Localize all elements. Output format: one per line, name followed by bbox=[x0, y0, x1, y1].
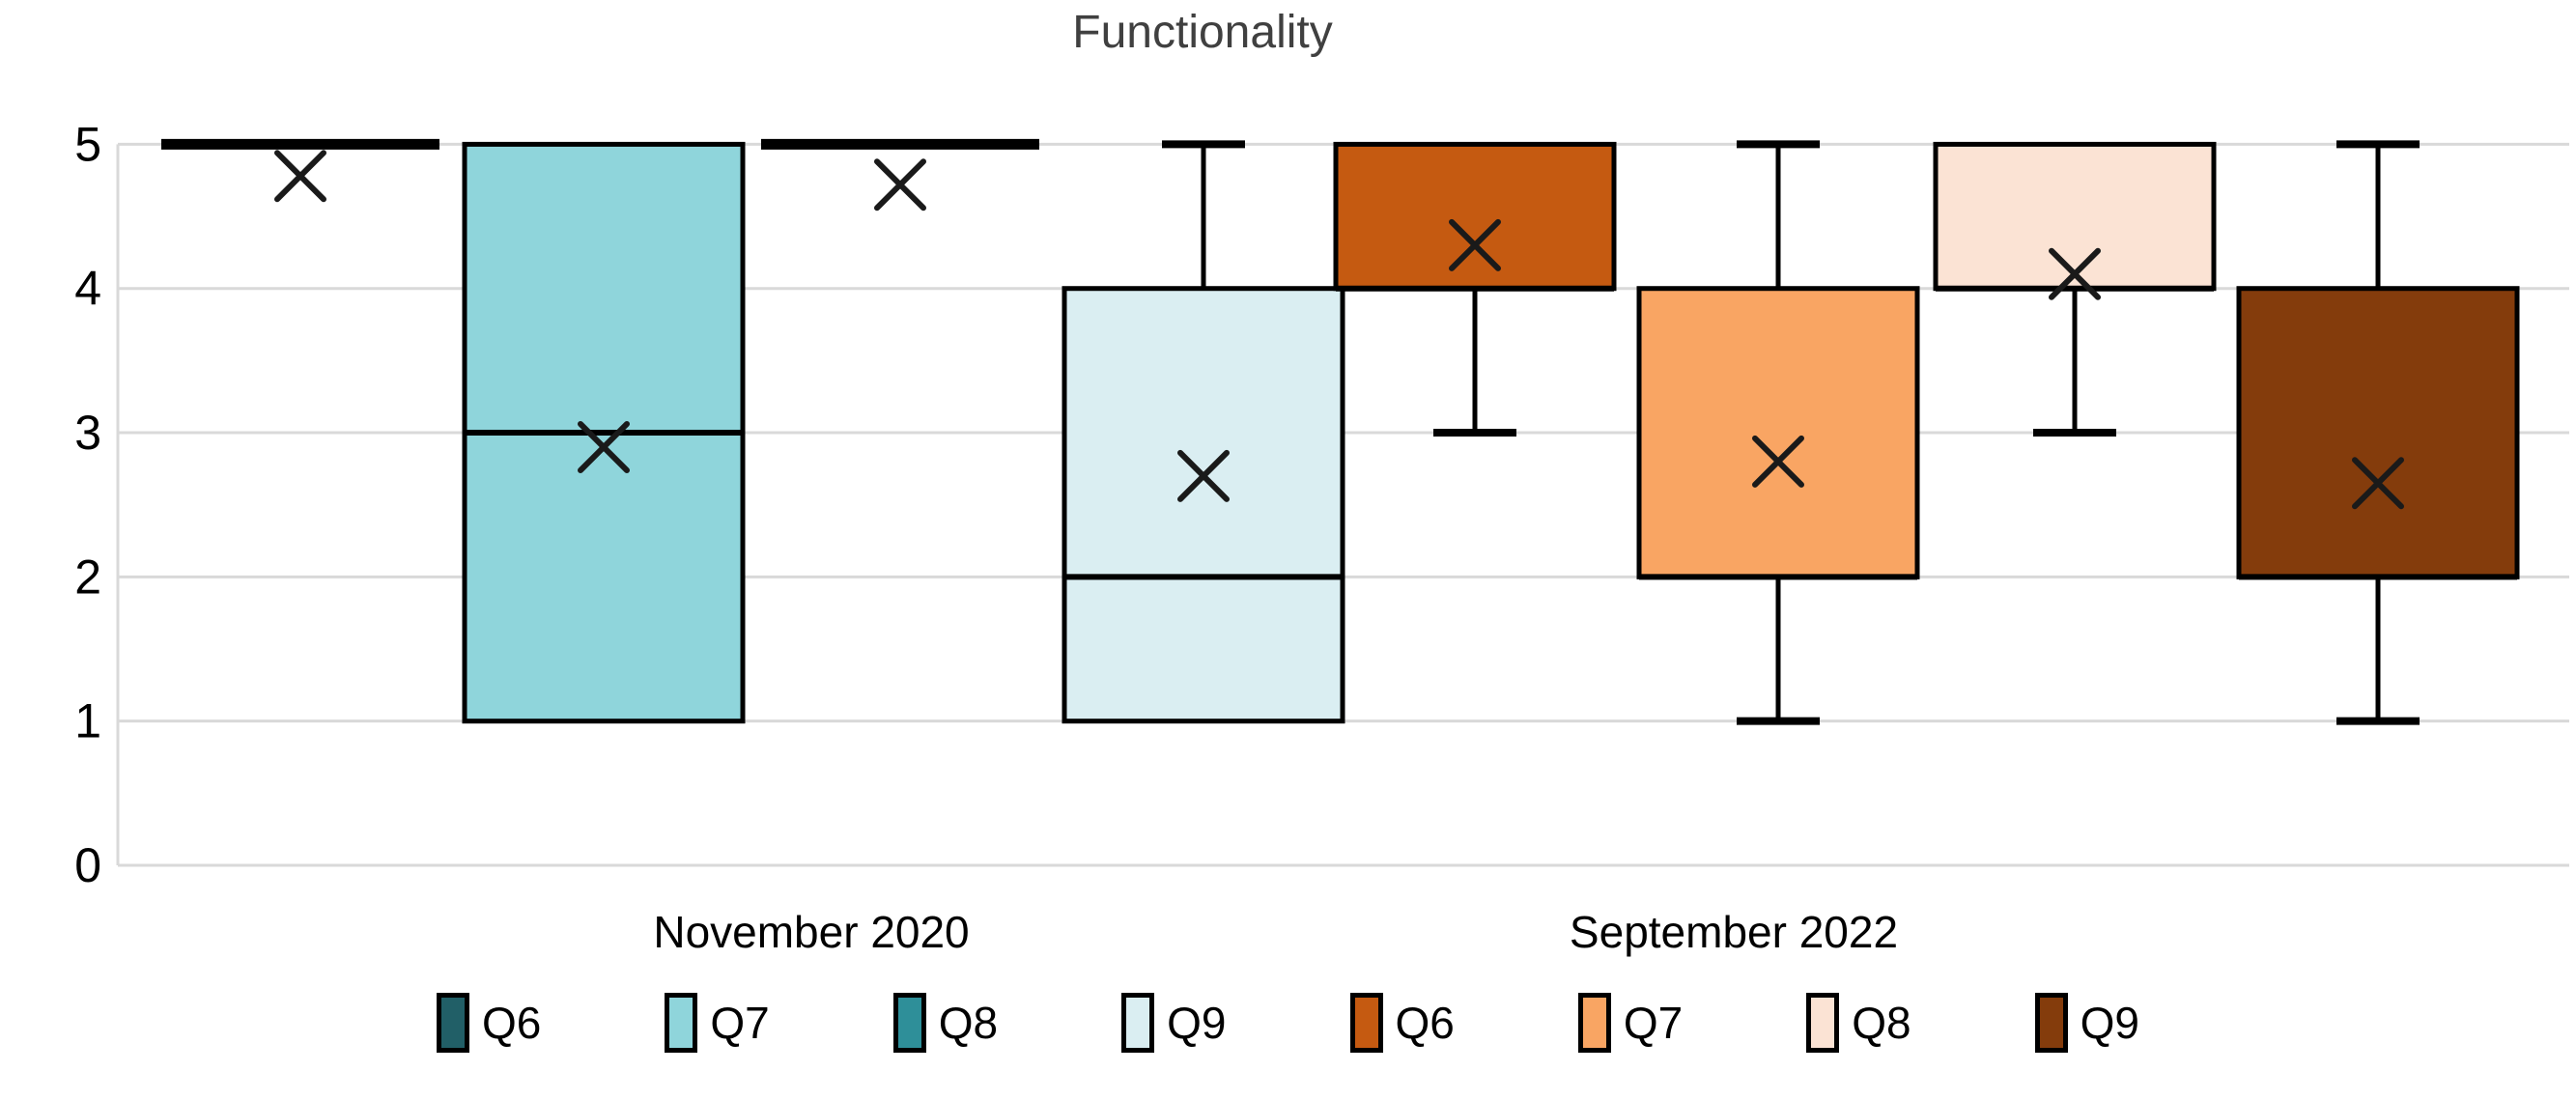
legend-swatch bbox=[437, 993, 469, 1053]
legend-swatch bbox=[1577, 993, 1611, 1053]
iqr-box bbox=[1333, 141, 1617, 292]
box-plot-q6-september-2022 bbox=[1333, 141, 1617, 437]
legend-item-q7-september-2022: Q7 bbox=[1577, 993, 1684, 1053]
iqr-box bbox=[1062, 286, 1345, 724]
category-label-november-2020: November 2020 bbox=[653, 907, 970, 957]
mean-x-marker bbox=[274, 150, 326, 203]
legend-label: Q6 bbox=[482, 998, 542, 1048]
mean-x-marker bbox=[1752, 435, 1804, 488]
box-plot-q9-september-2022 bbox=[2236, 140, 2520, 725]
legend-swatch bbox=[2034, 993, 2068, 1053]
mean-x-marker bbox=[2352, 457, 2404, 510]
box-plot-q7-november-2020 bbox=[462, 141, 746, 724]
legend-label: Q6 bbox=[1395, 998, 1455, 1048]
legend-item-q7-november-2020: Q7 bbox=[665, 993, 770, 1053]
legend-swatch bbox=[1349, 993, 1383, 1053]
mean-x-marker bbox=[1177, 449, 1230, 502]
legend-item-q9-november-2020: Q9 bbox=[1121, 993, 1227, 1053]
legend-item-q8-september-2022: Q8 bbox=[1806, 993, 1911, 1053]
mean-x-marker bbox=[874, 158, 926, 212]
legend-label: Q7 bbox=[1623, 998, 1684, 1048]
legend-swatch bbox=[665, 993, 698, 1053]
chart-title: Functionality bbox=[1072, 7, 1333, 58]
box-plot-q8-september-2022 bbox=[1933, 141, 2217, 437]
mean-x-marker bbox=[578, 420, 630, 473]
y-tick-label-2: 2 bbox=[74, 550, 101, 604]
legend-item-q9-september-2022: Q9 bbox=[2034, 993, 2139, 1053]
category-label-september-2022: September 2022 bbox=[1569, 907, 1899, 957]
box-plot-q7-september-2022 bbox=[1636, 140, 1920, 725]
legend: Q6 Q7 Q8 Q9 Q6 Q7 Q8 Q9 bbox=[0, 993, 2576, 1053]
iqr-box bbox=[1636, 286, 1920, 579]
legend-item-q6-november-2020: Q6 bbox=[437, 993, 541, 1053]
y-tick-label-0: 0 bbox=[74, 838, 101, 892]
legend-label: Q8 bbox=[1852, 998, 1911, 1048]
legend-item-q8-november-2020: Q8 bbox=[892, 993, 999, 1053]
legend-label: Q7 bbox=[710, 998, 770, 1048]
iqr-box bbox=[2236, 286, 2520, 579]
y-tick-label-5: 5 bbox=[74, 117, 101, 171]
box-plot-q6-november-2020 bbox=[161, 138, 439, 203]
mean-x-marker bbox=[1449, 218, 1501, 271]
legend-label: Q9 bbox=[2080, 998, 2139, 1048]
legend-label: Q9 bbox=[1167, 998, 1227, 1048]
legend-swatch bbox=[892, 993, 926, 1053]
y-tick-label-4: 4 bbox=[74, 262, 101, 316]
y-tick-label-3: 3 bbox=[74, 406, 101, 460]
box-plot-q8-november-2020 bbox=[761, 138, 1039, 212]
legend-swatch bbox=[1121, 993, 1155, 1053]
box-plot-q9-november-2020 bbox=[1062, 140, 1345, 724]
iqr-box bbox=[1933, 141, 2217, 292]
legend-item-q6-september-2022: Q6 bbox=[1349, 993, 1455, 1053]
mean-x-marker bbox=[2049, 247, 2101, 300]
y-tick-label-1: 1 bbox=[74, 694, 101, 748]
legend-label: Q8 bbox=[938, 998, 999, 1048]
legend-swatch bbox=[1806, 993, 1840, 1053]
